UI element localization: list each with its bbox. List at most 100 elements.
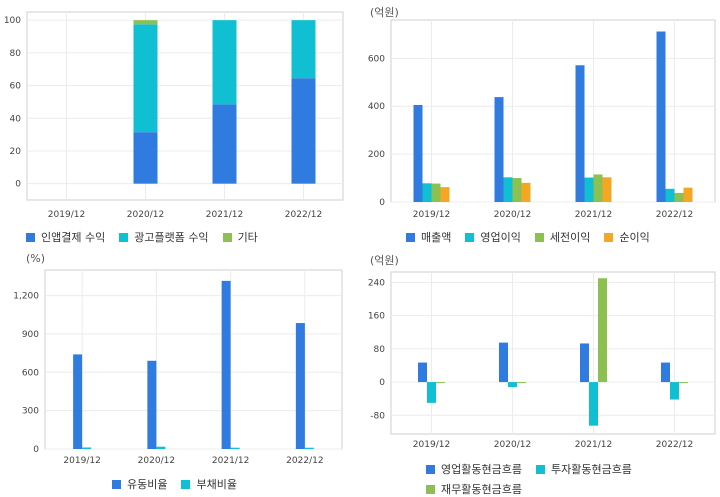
ratios-plot: 0 300 600 900 1,200 2019/12 2020/12 2021/12 2022… [13,269,343,466]
bar-영업이익 [584,177,594,202]
bar-투자활동현금흐름 [508,382,517,388]
legend-swatch [604,232,614,242]
legend-swatch [465,232,475,242]
x-tick-label: 2020/12 [138,456,175,466]
bar-유동비율 [147,360,157,449]
bar-재무활동현금흐름 [517,382,526,384]
bar-인앱결제 수익 [212,104,237,184]
legend-item: 순이익 [604,229,650,245]
legend-swatch [181,479,191,489]
bar-매출액 [494,97,504,202]
revenue-mix-plot: 0 20 40 60 80 100 2019/12 2020/12 2021/12 2022/12 [4,11,344,220]
y-tick-label: -80 [370,411,385,421]
y-tick-label: 40 [10,114,22,124]
bar-부채비율 [230,447,240,449]
y-tick-label: 0 [379,198,385,208]
x-tick-label: 2021/12 [575,210,612,220]
chart-ratios: (%) 0 300 600 900 1,200 2019/12 2020/12 2021/12… [0,248,350,491]
bar-영업이익 [422,183,432,202]
legend-label: 영업활동현금흐름 [441,463,522,476]
y-tick-label: 200 [368,150,385,160]
y-tick-label: 600 [22,368,39,378]
x-tick-label: 2020/12 [127,210,164,220]
legend-swatch [534,232,544,242]
bar-매출액 [575,65,585,202]
x-tick-label: 2020/12 [494,440,531,450]
bar-인앱결제 수익 [133,132,158,184]
legend-swatch [119,232,129,242]
bar-매출액 [656,31,666,203]
x-tick-label: 2019/12 [63,456,100,466]
income-statement-legend: 매출액 영업이익 세전이익 순이익 [406,229,706,245]
bar-세전이익 [593,174,603,202]
y-tick-label: 20 [10,147,22,157]
legend-item: 재무활동현금흐름 [426,481,522,497]
legend-item: 광고플랫폼 수익 [119,229,209,245]
bar-부채비율 [304,447,314,449]
bar-유동비율 [295,323,305,449]
legend-item: 매출액 [406,229,451,245]
legend-swatch [406,232,415,242]
chart-cash-flow: (억원) -80 0 80 160 240 2019/12 2020/12 2021/12 20… [360,248,720,496]
bar-영업활동현금흐름 [418,362,427,383]
bar-영업이익 [503,177,513,202]
bar-영업이익 [665,188,675,202]
bar-영업활동현금흐름 [580,343,589,383]
bar-부채비율 [156,446,166,449]
plot-frame [390,19,716,203]
x-tick-label: 2022/12 [656,210,693,220]
x-tick-label: 2022/12 [285,210,322,220]
bar-영업활동현금흐름 [661,362,670,383]
bar-광고플랫폼 수익 [133,24,158,133]
bar-재무활동현금흐름 [436,382,445,384]
bar-재무활동현금흐름 [598,278,607,383]
x-tick-label: 2020/12 [494,210,531,220]
y-tick-label: 300 [22,407,39,417]
bar-순이익 [602,177,612,202]
y-tick-label: 240 [368,278,385,288]
x-tick-label: 2022/12 [286,456,323,466]
bar-순이익 [521,182,531,202]
legend-swatch [222,232,232,242]
legend-label: 유동비율 [127,478,168,491]
x-tick-label: 2021/12 [575,440,612,450]
bar-광고플랫폼 수익 [212,20,237,105]
legend-item: 유동비율 [112,476,167,492]
bar-인앱결제 수익 [291,78,316,184]
bar-재무활동현금흐름 [679,382,688,384]
bar-유동비율 [221,280,231,449]
legend-label: 인앱결제 수익 [41,231,106,244]
bar-광고플랫폼 수익 [291,20,316,79]
x-tick-label: 2021/12 [212,456,249,466]
legend-swatch [112,479,121,489]
legend-label: 부채비율 [196,478,237,491]
y-tick-label: 160 [368,312,385,322]
bar-세전이익 [512,178,522,202]
plot-frame [26,11,344,201]
x-tick-label: 2019/12 [413,210,450,220]
y-tick-label: 600 [368,54,385,64]
cash-flow-legend: 영업활동현금흐름 투자활동현금흐름 재무활동현금흐름 [426,461,686,497]
legend-item: 영업이익 [465,229,521,245]
x-tick-label: 2019/12 [413,440,450,450]
bar-영업활동현금흐름 [499,342,508,383]
y-tick-label: 400 [368,102,385,112]
bar-부채비율 [82,447,92,449]
bar-순이익 [440,187,450,202]
ratios-unit: (%) [26,252,46,265]
y-tick-label: 80 [10,49,22,59]
chart-revenue-mix: 0 20 40 60 80 100 2019/12 2020/12 2021/12 2022/12… [0,0,350,244]
legend-swatch [426,484,435,494]
bar-유동비율 [73,354,83,449]
y-tick-label: 100 [4,16,21,26]
y-tick-label: 900 [22,330,39,340]
legend-label: 재무활동현금흐름 [441,483,522,496]
legend-label: 영업이익 [480,231,521,244]
legend-label: 광고플랫폼 수익 [134,231,209,244]
y-tick-label: 0 [15,180,21,190]
bar-세전이익 [431,183,441,202]
cash-flow-unit: (억원) [370,254,399,267]
ratios-legend: 유동비율 부채비율 [112,476,332,492]
legend-label: 매출액 [421,231,452,244]
legend-swatch [535,464,545,474]
